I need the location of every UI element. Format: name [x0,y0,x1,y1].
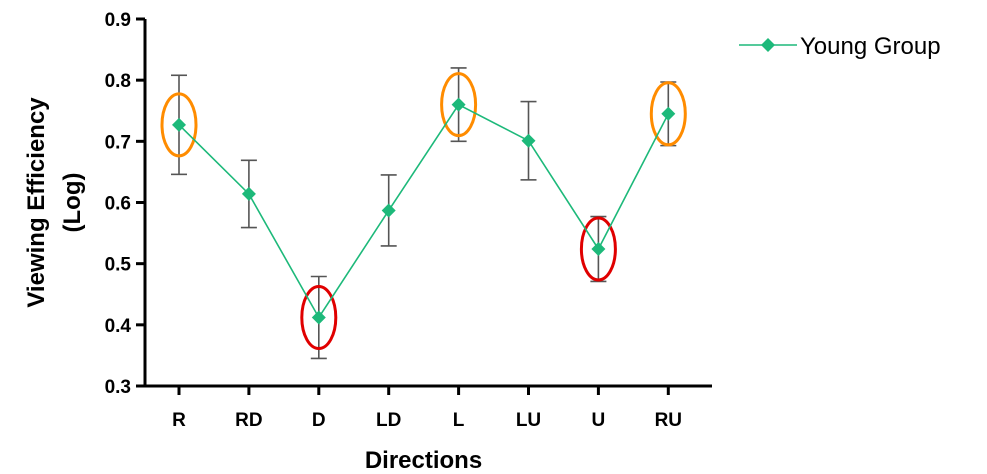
series-line-young-group [178,103,670,320]
highlight-ellipses [160,72,687,350]
x-tick-label: L [453,410,465,431]
y-tick-label: 0.7 [105,132,131,153]
error-bars [171,67,677,360]
highlight-ellipse [160,92,198,158]
x-tick-label: D [312,410,326,431]
y-tick-label: 0.6 [105,194,131,215]
x-tick-label: LD [376,410,401,431]
x-tick-label: R [172,410,186,431]
data-point-marker [381,203,396,218]
x-ticks: R RD D LD L LU U RU [172,386,682,431]
x-tick-label: RU [655,410,682,431]
x-tick-label: LU [516,410,541,431]
legend-diamond-marker [761,38,775,52]
y-axis-title: Viewing Efficiency (Log) [23,97,86,308]
y-tick-label: 0.9 [105,10,131,31]
data-point-marker [311,310,326,325]
y-axis-title-line1: Viewing Efficiency [23,97,50,308]
data-point-marker [172,117,186,132]
highlight-ellipse [649,81,687,147]
data-markers [172,97,676,325]
data-point-marker [451,97,466,112]
y-tick-label: 0.3 [105,377,131,398]
data-point-marker [591,241,606,256]
x-axis-title: Directions [365,447,482,474]
highlight-ellipse [579,216,617,282]
x-tick-label: U [592,410,606,431]
y-tick-label: 0.8 [105,71,131,92]
x-tick-label: RD [235,410,262,431]
y-axis-title-line2: (Log) [59,173,86,233]
y-tick-label: 0.4 [105,316,132,337]
highlight-ellipse [440,72,478,138]
y-ticks: 0.3 0.4 0.5 0.6 0.7 0.8 0.9 [105,10,145,398]
data-point-marker [241,186,256,201]
highlight-ellipse [300,284,338,350]
data-point-marker [661,106,676,121]
legend: Young Group [739,33,941,60]
legend-entry-young-group: Young Group [800,33,941,60]
y-tick-label: 0.5 [105,255,132,276]
data-point-marker [521,133,536,148]
axes [143,19,712,388]
series-lines [178,103,670,320]
